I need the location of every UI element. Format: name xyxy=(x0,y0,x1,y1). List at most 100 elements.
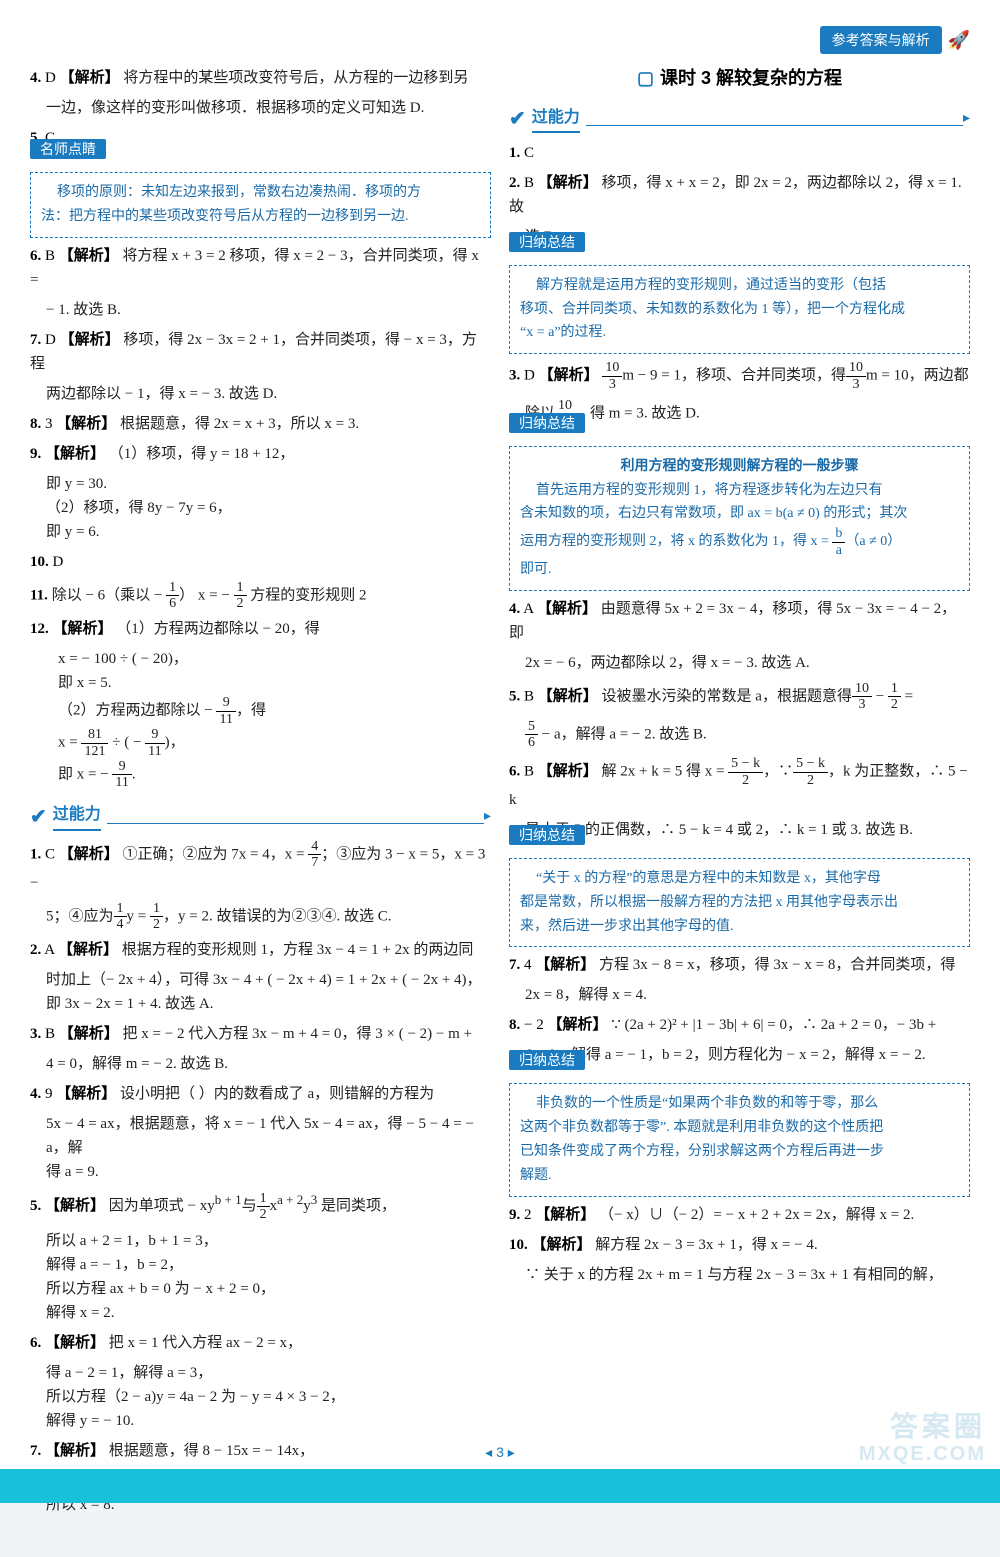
p5-s1: b + 1 xyxy=(215,1192,242,1207)
p1-c: 5；④应为 xyxy=(46,908,114,924)
q12-l6a: 即 x = − xyxy=(58,766,112,782)
r4-l2: 2x = − 6，两边都除以 2，得 x = − 3. 故选 A. xyxy=(509,651,970,675)
q4-l2: 一边，像这样的变形叫做移项．根据移项的定义可知选 D. xyxy=(30,96,491,120)
r3-b: m = 10，两边都 xyxy=(866,368,969,384)
p3-l1: 把 x = − 2 代入方程 3x − m + 4 = 0，得 3 × ( − … xyxy=(123,1026,472,1042)
rbox3: “关于 x 的方程”的意思是方程中的未知数是 x，其他字母 都是常数，所以根据一… xyxy=(509,858,970,947)
q11-num: 11. xyxy=(30,587,48,603)
p6-num: 6. xyxy=(30,1335,41,1351)
rbox4: 非负数的一个性质是“如果两个非负数的和等于零，那么 这两个非负数都等于零”. 本… xyxy=(509,1083,970,1196)
p6-l1: 把 x = 1 代入方程 ax − 2 = x， xyxy=(109,1335,302,1351)
q12-tag: 【解析】 xyxy=(53,621,113,637)
box1-l1: 移项的原则：未知左边来报到，常数右边凑热闹．移项的方 xyxy=(41,181,480,205)
q4-num: 4. xyxy=(30,70,41,86)
r2-tag: 【解析】 xyxy=(538,175,598,191)
q11-a: 除以 − 6（乘以 − xyxy=(52,587,166,603)
r7-l1: 方程 3x − 8 = x，移项，得 3x − x = 8，合并同类项，得 xyxy=(599,957,955,973)
watermark: 答案圈 MXQE.COM xyxy=(859,1412,986,1465)
rsec1-name: 过能力 xyxy=(532,105,580,134)
q9-num: 9. xyxy=(30,446,41,462)
p1-d: y = xyxy=(127,908,150,924)
r2-ans: B xyxy=(524,175,534,191)
rbox3-l2: 都是常数，所以根据一般解方程的方法把 x 用其他字母表示出 xyxy=(520,891,959,915)
q7-tag: 【解析】 xyxy=(60,332,120,348)
q7-num: 7. xyxy=(30,332,41,348)
q8-ans: 3 xyxy=(45,416,53,432)
p2-l2: 时加上（− 2x + 4），可得 3x − 4 + ( − 2x + 4) = … xyxy=(30,968,491,992)
rbox4-l4: 解题. xyxy=(520,1164,959,1188)
rbox4-title: 归纳总结 xyxy=(509,1049,970,1073)
p5-tag: 【解析】 xyxy=(45,1198,105,1214)
rbox2-h: 利用方程的变形规则解方程的一般步骤 xyxy=(520,455,959,479)
q9-tag: 【解析】 xyxy=(45,446,105,462)
rbox1-l2: 移项、合并同类项、未知数的系数化为 1 等），把一个方程化成 xyxy=(520,298,959,322)
p5-l3: 解得 a = − 1，b = 2， xyxy=(30,1253,491,1277)
rbox2-l3b: （a ≠ 0） xyxy=(845,534,901,549)
rbox4-l1: 非负数的一个性质是“如果两个非负数的和等于零，那么 xyxy=(520,1092,959,1116)
p5-num: 5. xyxy=(30,1198,41,1214)
p5-d: y xyxy=(303,1198,311,1214)
r1-num: 1. xyxy=(509,145,520,161)
q8-num: 8. xyxy=(30,416,41,432)
q6-num: 6. xyxy=(30,248,41,264)
r3-a: m − 9 = 1，移项、合并同类项，得 xyxy=(622,368,846,384)
rbox1: 解方程就是运用方程的变形规则，通过适当的变形（包括 移项、合并同类项、未知数的系… xyxy=(509,265,970,354)
left-column: 4. D 【解析】 将方程中的某些项改变符号后，从方程的一边移到另 一边，像这样… xyxy=(30,60,491,1517)
r9-l1: （− x）∪（− 2）= − x + 2 + 2x = 2x，解得 x = 2. xyxy=(599,1207,914,1223)
p3-l2: 4 = 0，解得 m = − 2. 故选 B. xyxy=(30,1052,491,1076)
lesson-title: ▢课时 3 解较复杂的方程 xyxy=(509,64,970,93)
q8-l1: 根据题意，得 2x = x + 3，所以 x = 3. xyxy=(120,416,359,432)
r5-ans: B xyxy=(524,688,534,704)
p5-c: x xyxy=(270,1198,278,1214)
p1-a: ①正确；②应为 7x = 4，x = xyxy=(123,846,309,862)
q11-c: 方程的变形规则 2 xyxy=(247,587,367,603)
q10-num: 10. xyxy=(30,554,49,570)
p4-l3: 得 a = 9. xyxy=(30,1160,491,1184)
r9-ans: 2 xyxy=(524,1207,532,1223)
check-icon: ✔ xyxy=(30,801,47,833)
p5-a: 因为单项式 − xy xyxy=(109,1198,215,1214)
right-column: ▢课时 3 解较复杂的方程 ✔ 过能力 ▸ 1. C 2. B 【解析】 移项，… xyxy=(509,60,970,1517)
q4-ans: D xyxy=(45,70,56,86)
r6-num: 6. xyxy=(509,764,520,780)
r5-a: 设被墨水污染的常数是 a，根据题意得 xyxy=(602,688,852,704)
r2-num: 2. xyxy=(509,175,520,191)
p6-l3: 所以方程（2 − a)y = 4a − 2 为 − y = 4 × 3 − 2， xyxy=(30,1385,491,1409)
p1-e: ，y = 2. 故错误的为②③④. 故选 C. xyxy=(163,908,391,924)
rbox2: 利用方程的变形规则解方程的一般步骤 首先运用方程的变形规则 1，将方程逐步转化为… xyxy=(509,446,970,591)
q12-l4b: ，得 xyxy=(236,703,266,719)
r7-l2: 2x = 8，解得 x = 4. xyxy=(509,983,970,1007)
p6-l4: 解得 y = − 10. xyxy=(30,1409,491,1433)
tv-icon: ▢ xyxy=(637,68,654,88)
p4-l2: 5x − 4 = ax，根据题意，将 x = − 1 代入 5x − 4 = a… xyxy=(30,1112,491,1160)
p2-tag: 【解析】 xyxy=(58,942,118,958)
r6-a: 解 2x + k = 5 得 x = xyxy=(602,764,729,780)
r3-ans: D xyxy=(524,368,535,384)
sec1-name: 过能力 xyxy=(53,802,101,831)
p5-l2: 所以 a + 2 = 1，b + 1 = 3， xyxy=(30,1229,491,1253)
rbox3-title: 归纳总结 xyxy=(509,824,970,848)
p2-l1: 根据方程的变形规则 1，方程 3x − 4 = 1 + 2x 的两边同 xyxy=(122,942,474,958)
q12-num: 12. xyxy=(30,621,49,637)
sec-guonenli-r: ✔ 过能力 ▸ xyxy=(509,103,970,135)
q12-l4a: （2）方程两边都除以 − xyxy=(58,703,216,719)
q11-b: ） x = − xyxy=(179,587,233,603)
p4-l1: 设小明把（ ）内的数看成了 a，则错解的方程为 xyxy=(120,1086,434,1102)
q9-l1: （1）移项，得 y = 18 + 12， xyxy=(109,446,295,462)
r8-l1: ∵ (2a + 2)² + |1 − 3b| + 6| = 0，∴ 2a + 2… xyxy=(611,1017,936,1033)
wm2: MXQE.COM xyxy=(859,1443,986,1465)
q12-l5b: ÷ ( − xyxy=(108,734,145,750)
r9-tag: 【解析】 xyxy=(535,1207,595,1223)
p5-b: 与 xyxy=(242,1198,257,1214)
p2-l3: 即 3x − 2x = 1 + 4. 故选 A. xyxy=(30,992,491,1016)
q7-l2: 两边都除以 − 1，得 x = − 3. 故选 D. xyxy=(30,382,491,406)
p6-tag: 【解析】 xyxy=(45,1335,105,1351)
q12-l1: （1）方程两边都除以 − 20，得 xyxy=(116,621,319,637)
q9-l2: 即 y = 30. xyxy=(30,472,491,496)
p2-ans: A xyxy=(44,942,54,958)
rbox2-l2: 含未知数的项，右边只有常数项，即 ax = b(a ≠ 0) 的形式；其次 xyxy=(520,502,959,526)
q12-l3: 即 x = 5. xyxy=(30,671,491,695)
r6-tag: 【解析】 xyxy=(538,764,598,780)
p3-ans: B xyxy=(45,1026,55,1042)
p5-l4: 所以方程 ax + b = 0 为 − x + 2 = 0， xyxy=(30,1277,491,1301)
